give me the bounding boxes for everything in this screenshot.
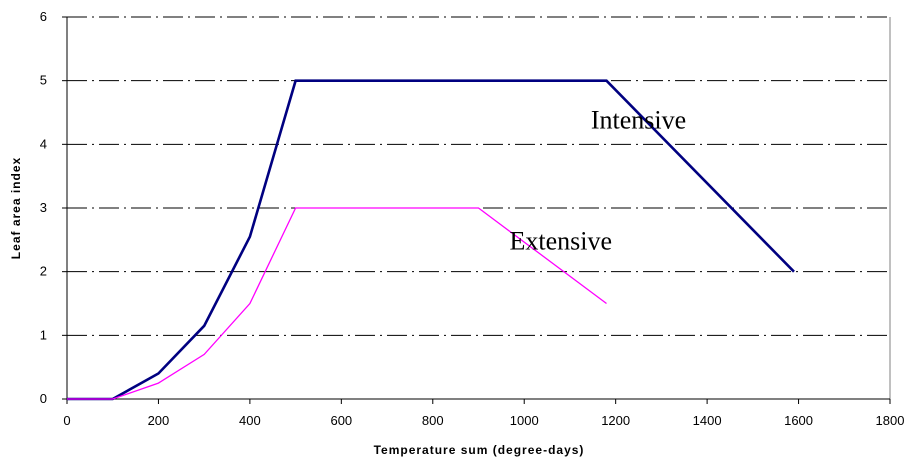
y-tick-label-5: 5	[40, 73, 47, 88]
x-tick-label-7: 1400	[693, 413, 722, 428]
y-tick-label-3: 3	[40, 200, 47, 215]
y-axis-title: Leaf area index	[9, 157, 23, 259]
series-label-extensive: Extensive	[510, 226, 613, 255]
series-label-intensive: Intensive	[591, 105, 686, 134]
series-labels: Intensive Extensive	[510, 105, 687, 255]
x-axis-title: Temperature sum (degree-days)	[374, 443, 585, 457]
x-tick-label-9: 1800	[876, 413, 905, 428]
x-tick-label-5: 1000	[510, 413, 539, 428]
y-tick-label-1: 1	[40, 327, 47, 342]
x-tick-label-4: 800	[422, 413, 444, 428]
tick-labels: 0 1 2 3 4 5 6 0 200 400 600 800 1000 1200 1400 1600 1800	[40, 9, 905, 428]
x-tick-label-3: 600	[330, 413, 352, 428]
x-tick-label-6: 1200	[601, 413, 630, 428]
series-line-extensive	[67, 207, 607, 400]
x-tick-label-8: 1600	[784, 413, 813, 428]
x-tick-label-2: 400	[239, 413, 261, 428]
x-tick-label-1: 200	[148, 413, 170, 428]
series-lines	[67, 79, 795, 401]
y-tick-label-0: 0	[40, 391, 47, 406]
y-tick-label-2: 2	[40, 264, 47, 279]
y-tick-label-6: 6	[40, 9, 47, 24]
x-tick-label-0: 0	[63, 413, 70, 428]
y-tick-label-4: 4	[40, 136, 47, 151]
grid-lines	[67, 16, 890, 336]
series-line-intensive	[67, 79, 795, 401]
